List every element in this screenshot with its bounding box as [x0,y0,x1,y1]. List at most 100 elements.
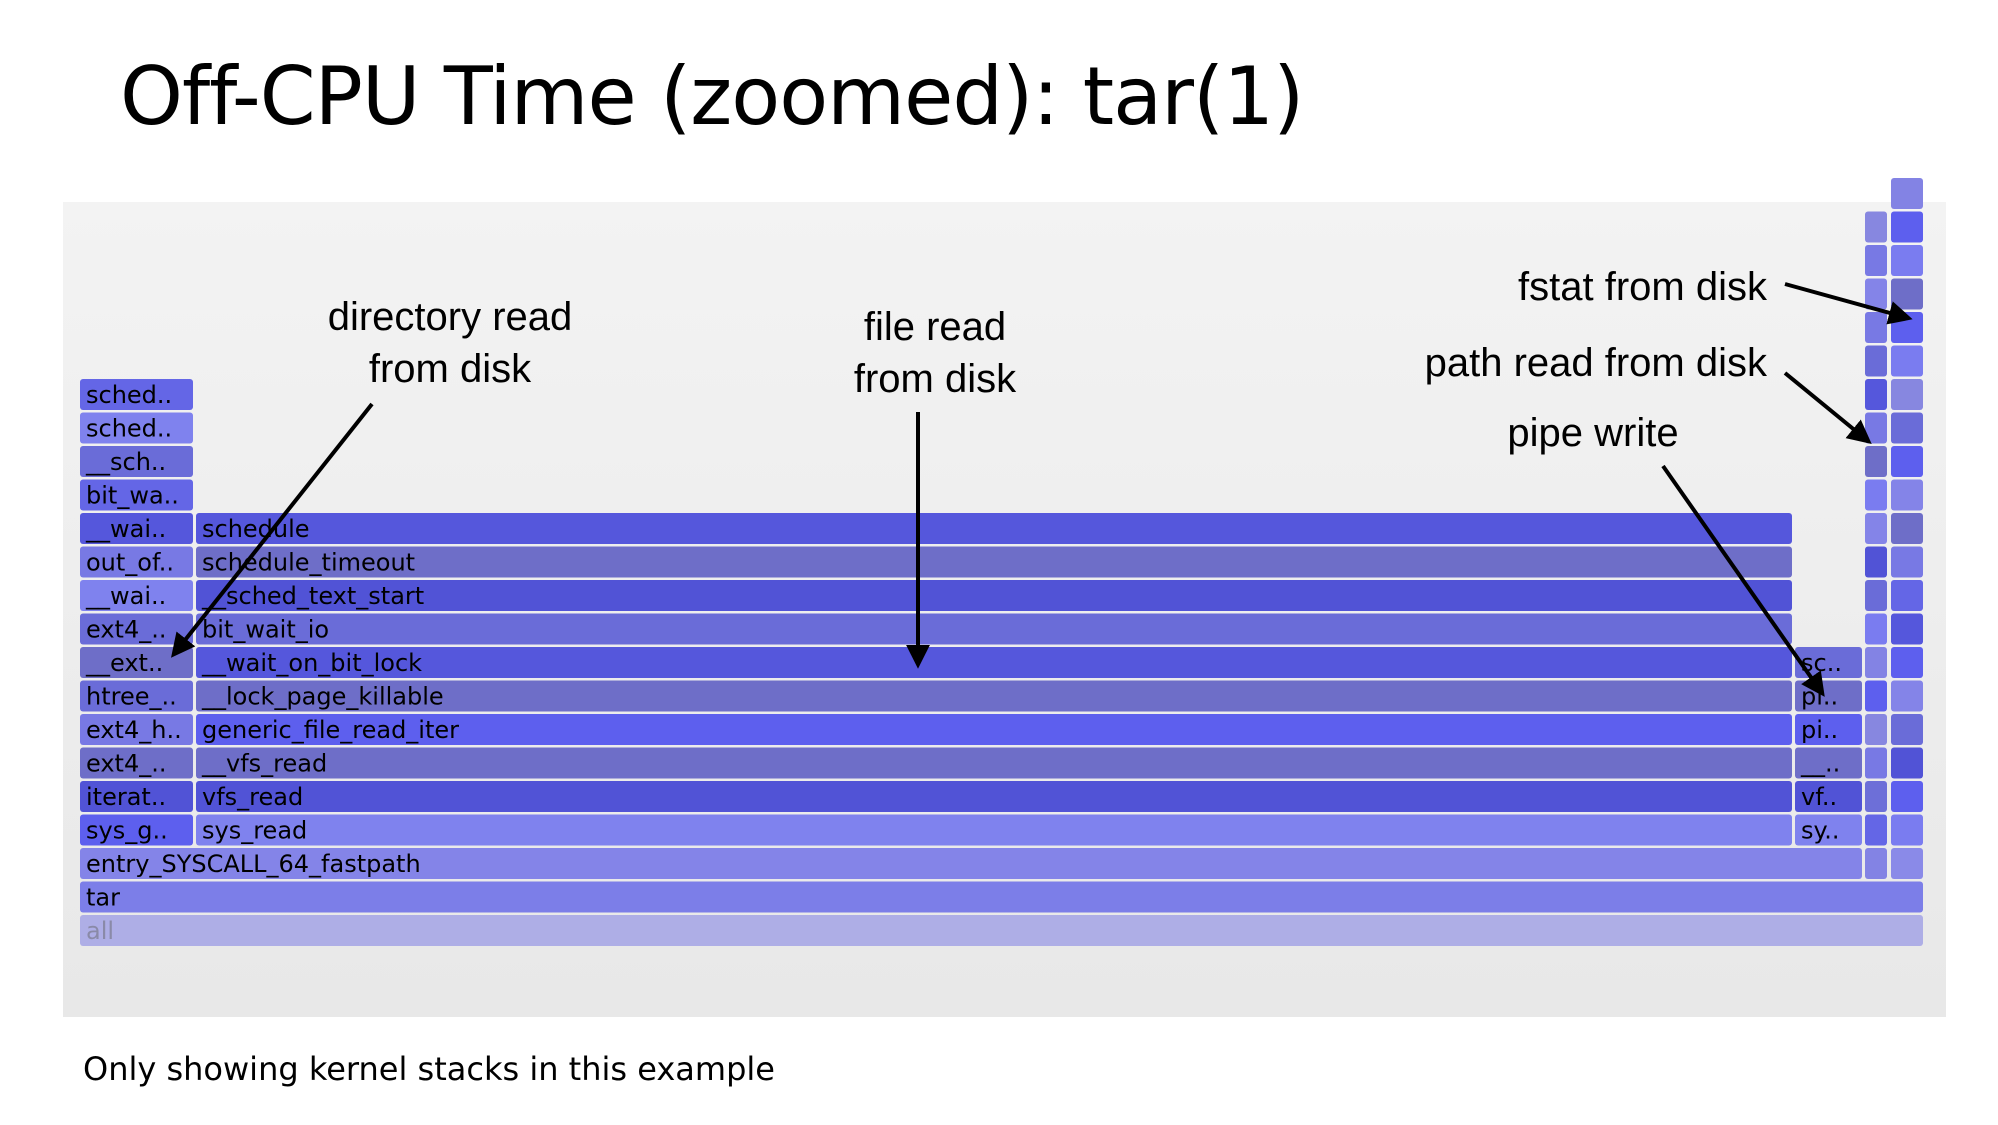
frame-dir-read-8-label: out_of.. [86,549,174,577]
frame-dir-read-0[interactable]: sys_g.. [80,814,193,846]
frame-file-read-4-rect [196,680,1792,712]
frame-tar-rect [80,881,1923,913]
frame-dir-read-2[interactable]: ext4_.. [80,747,193,779]
frame-narrow-b-17[interactable] [1891,278,1923,310]
frame-narrow-a-0[interactable] [1865,848,1887,879]
frame-dir-read-1[interactable]: iterat.. [80,781,193,812]
frame-narrow-a-6[interactable] [1865,647,1887,678]
frame-file-read-0[interactable]: sys_read [196,814,1792,846]
frame-narrow-a-12[interactable] [1865,446,1887,477]
frame-narrow-a-10[interactable] [1865,513,1887,544]
frame-dir-read-7-label: __wai.. [85,582,166,610]
frame-dir-read-8-rect [80,546,193,578]
annotation-file-read-line1: file read [864,305,1006,349]
frame-narrow-b-14[interactable] [1891,379,1923,410]
frame-dir-read-7[interactable]: __wai.. [80,580,193,611]
frame-narrow-b-15[interactable] [1891,345,1923,377]
frame-pipe-write-3-rect [1795,714,1862,745]
annotation-file-read-line2: from disk [854,357,1017,401]
frame-narrow-a-3[interactable] [1865,747,1887,779]
frame-narrow-a-9[interactable] [1865,546,1887,578]
frame-narrow-a-19[interactable] [1865,211,1887,243]
frame-file-read-2[interactable]: __vfs_read [196,747,1792,779]
flame-frames: all tar entry_SYSCALL_64_fastpath sys_g.. it… [80,178,1923,946]
frame-dir-read-5[interactable]: __ext.. [80,647,193,678]
frame-dir-read-6[interactable]: ext4_.. [80,613,193,645]
frame-narrow-a-4[interactable] [1865,714,1887,745]
frame-dir-read-9[interactable]: __wai.. [80,513,193,544]
frame-dir-read-10[interactable]: bit_wa.. [80,479,193,511]
frame-narrow-b-9[interactable] [1891,546,1923,578]
frame-dir-read-9-rect [80,513,193,544]
frame-all[interactable]: all [80,915,1923,946]
frame-narrow-b-10[interactable] [1891,513,1923,544]
frame-file-read-1[interactable]: vfs_read [196,781,1792,812]
frame-narrow-b-5[interactable] [1891,680,1923,712]
frame-dir-read-12[interactable]: sched.. [80,412,193,444]
frame-narrow-b-8[interactable] [1891,580,1923,611]
frame-file-read-9[interactable]: schedule [196,513,1792,544]
frame-narrow-b-12[interactable] [1891,446,1923,477]
frame-file-read-7[interactable]: __sched_text_start [196,580,1792,611]
frame-narrow-a-1[interactable] [1865,814,1887,846]
frame-narrow-b-20[interactable] [1891,178,1923,209]
frame-narrow-a-11[interactable] [1865,479,1887,511]
frame-narrow-a-1-rect [1865,814,1887,846]
frame-entry-syscall[interactable]: entry_SYSCALL_64_fastpath [80,848,1862,879]
annotation-pipe-write: pipe write [1507,411,1678,455]
frame-dir-read-3[interactable]: ext4_h.. [80,714,193,745]
frame-pipe-write-4[interactable]: pi.. [1795,680,1862,712]
frame-narrow-b-7[interactable] [1891,613,1923,645]
frame-narrow-b-18[interactable] [1891,245,1923,276]
frame-file-read-3[interactable]: generic_file_read_iter [196,714,1792,745]
frame-pipe-write-5-rect [1795,647,1862,678]
frame-narrow-b-6[interactable] [1891,647,1923,678]
annotation-fstat: fstat from disk [1518,265,1768,309]
frame-narrow-b-5-rect [1891,680,1923,712]
frame-pipe-write-1[interactable]: vf.. [1795,781,1862,812]
annotation-directory-read-line1: directory read [328,295,573,339]
frame-narrow-a-15-rect [1865,345,1887,377]
frame-file-read-5[interactable]: __wait_on_bit_lock [196,647,1792,678]
frame-narrow-a-5-rect [1865,680,1887,712]
frame-dir-read-13[interactable]: sched.. [80,379,193,410]
frame-pipe-write-5[interactable]: sc.. [1795,647,1862,678]
frame-narrow-b-2[interactable] [1891,781,1923,812]
frame-narrow-a-18[interactable] [1865,245,1887,276]
frame-dir-read-1-rect [80,781,193,812]
frame-narrow-b-19[interactable] [1891,211,1923,243]
frame-narrow-a-16[interactable] [1865,312,1887,343]
frame-pipe-write-3-label: pi.. [1801,716,1838,744]
frame-file-read-6[interactable]: bit_wait_io [196,613,1792,645]
frame-narrow-b-4[interactable] [1891,714,1923,745]
frame-tar[interactable]: tar [80,881,1923,913]
frame-file-read-4[interactable]: __lock_page_killable [196,680,1792,712]
frame-narrow-b-18-rect [1891,245,1923,276]
frame-pipe-write-0[interactable]: sy.. [1795,814,1862,846]
frame-dir-read-2-label: ext4_.. [86,750,166,778]
frame-pipe-write-2[interactable]: __.. [1795,747,1862,779]
frame-narrow-b-2-rect [1891,781,1923,812]
frame-dir-read-4[interactable]: htree_.. [80,680,193,712]
frame-narrow-b-0[interactable] [1891,848,1923,879]
frame-narrow-a-5[interactable] [1865,680,1887,712]
frame-pipe-write-3[interactable]: pi.. [1795,714,1862,745]
frame-file-read-8[interactable]: schedule_timeout [196,546,1792,578]
frame-narrow-a-2[interactable] [1865,781,1887,812]
frame-narrow-b-1[interactable] [1891,814,1923,846]
frame-dir-read-8[interactable]: out_of.. [80,546,193,578]
frame-narrow-b-1-rect [1891,814,1923,846]
frame-narrow-a-8[interactable] [1865,580,1887,611]
frame-dir-read-5-label: __ext.. [85,649,163,677]
frame-narrow-b-11[interactable] [1891,479,1923,511]
frame-dir-read-6-rect [80,613,193,645]
frame-all-rect [80,915,1923,946]
frame-all-label: all [86,917,114,945]
frame-narrow-a-14[interactable] [1865,379,1887,410]
frame-narrow-b-3[interactable] [1891,747,1923,779]
frame-narrow-a-15[interactable] [1865,345,1887,377]
frame-narrow-a-7[interactable] [1865,613,1887,645]
frame-narrow-b-13[interactable] [1891,412,1923,444]
frame-dir-read-11[interactable]: __sch.. [80,446,193,477]
frame-narrow-a-17[interactable] [1865,278,1887,310]
